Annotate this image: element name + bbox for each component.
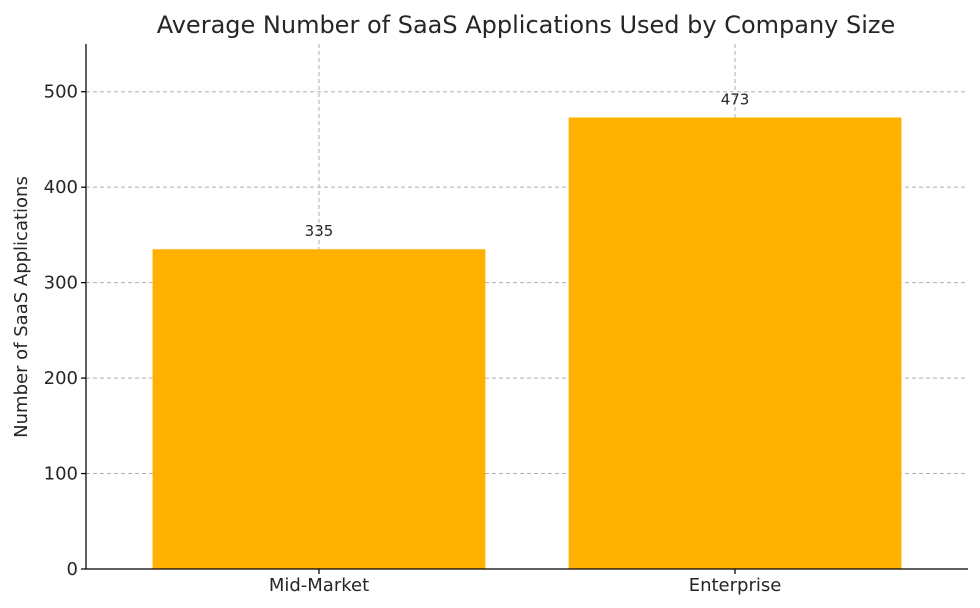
data-labels: 335 473 bbox=[305, 91, 750, 241]
bar-value-label: 335 bbox=[305, 222, 334, 240]
chart-title: Average Number of SaaS Applications Used… bbox=[157, 11, 896, 39]
y-tick-label: 500 bbox=[44, 82, 78, 103]
axes bbox=[85, 44, 968, 570]
y-tick-label: 100 bbox=[44, 464, 78, 485]
y-tick-label: 200 bbox=[44, 368, 78, 389]
y-ticks: 0 100 200 300 400 500 bbox=[44, 82, 86, 580]
y-tick-label: 400 bbox=[44, 177, 78, 198]
x-tick-label: Mid-Market bbox=[269, 575, 369, 596]
x-tick-label: Enterprise bbox=[689, 575, 782, 596]
bars bbox=[152, 117, 902, 569]
y-tick-label: 0 bbox=[67, 559, 78, 580]
y-axis-label: Number of SaaS Applications bbox=[11, 176, 32, 438]
x-ticks: Mid-Market Enterprise bbox=[269, 569, 781, 596]
bar bbox=[568, 117, 902, 569]
bar bbox=[152, 249, 486, 569]
bar-value-label: 473 bbox=[721, 91, 750, 109]
y-tick-label: 300 bbox=[44, 273, 78, 294]
